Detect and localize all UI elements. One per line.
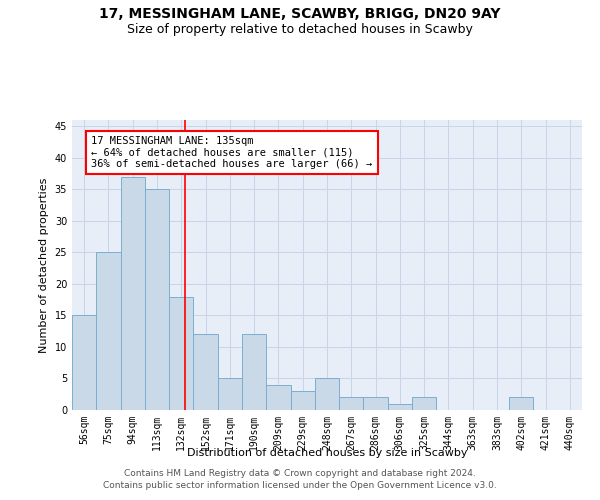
Text: Distribution of detached houses by size in Scawby: Distribution of detached houses by size …	[187, 448, 467, 458]
Bar	[121, 176, 145, 410]
Bar	[412, 398, 436, 410]
Bar	[364, 398, 388, 410]
Text: 17 MESSINGHAM LANE: 135sqm
← 64% of detached houses are smaller (115)
36% of sem: 17 MESSINGHAM LANE: 135sqm ← 64% of deta…	[91, 136, 373, 169]
Bar	[290, 391, 315, 410]
Bar	[145, 190, 169, 410]
Bar	[96, 252, 121, 410]
Bar	[509, 398, 533, 410]
Text: Size of property relative to detached houses in Scawby: Size of property relative to detached ho…	[127, 22, 473, 36]
Bar	[339, 398, 364, 410]
Bar	[388, 404, 412, 410]
Bar	[72, 316, 96, 410]
Text: Contains HM Land Registry data © Crown copyright and database right 2024.: Contains HM Land Registry data © Crown c…	[124, 468, 476, 477]
Bar	[315, 378, 339, 410]
Bar	[193, 334, 218, 410]
Bar	[242, 334, 266, 410]
Text: 17, MESSINGHAM LANE, SCAWBY, BRIGG, DN20 9AY: 17, MESSINGHAM LANE, SCAWBY, BRIGG, DN20…	[99, 8, 501, 22]
Y-axis label: Number of detached properties: Number of detached properties	[39, 178, 49, 352]
Text: Contains public sector information licensed under the Open Government Licence v3: Contains public sector information licen…	[103, 481, 497, 490]
Bar	[266, 385, 290, 410]
Bar	[169, 296, 193, 410]
Bar	[218, 378, 242, 410]
